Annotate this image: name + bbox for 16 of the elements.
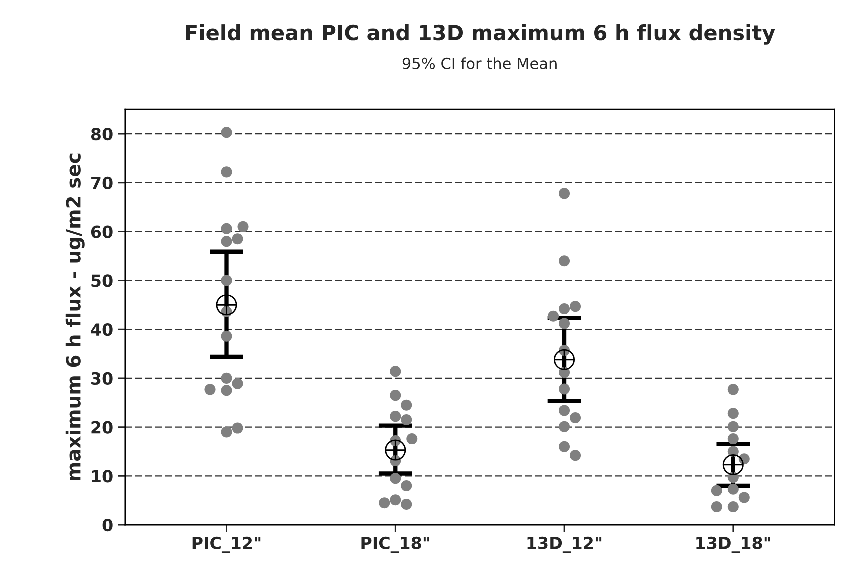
y-tick-label: 70 bbox=[92, 176, 113, 190]
chart-title: Field mean PIC and 13D maximum 6 h flux density bbox=[186, 24, 776, 45]
y-tick-label: 30 bbox=[92, 372, 113, 386]
x-tick-label: PIC_12" bbox=[192, 536, 261, 554]
y-tick-label: 20 bbox=[92, 421, 113, 434]
y-tick-label: 60 bbox=[91, 226, 113, 238]
x-tick-label: 13D_12" bbox=[528, 536, 602, 554]
y-tick-label: 0 bbox=[102, 519, 113, 532]
chart-subtitle: 95% CI for the Mean bbox=[402, 58, 557, 70]
x-tick-label: PIC_18" bbox=[362, 536, 430, 554]
y-tick-label: 50 bbox=[92, 274, 113, 288]
x-tick-label: 13D_18" bbox=[696, 536, 770, 554]
y-tick-label: 80 bbox=[91, 128, 113, 141]
y-axis-title: maximum 6 h flux - ug/m2 sec bbox=[66, 154, 85, 480]
y-tick-label: 10 bbox=[92, 470, 113, 483]
y-tick-label: 40 bbox=[91, 324, 113, 336]
